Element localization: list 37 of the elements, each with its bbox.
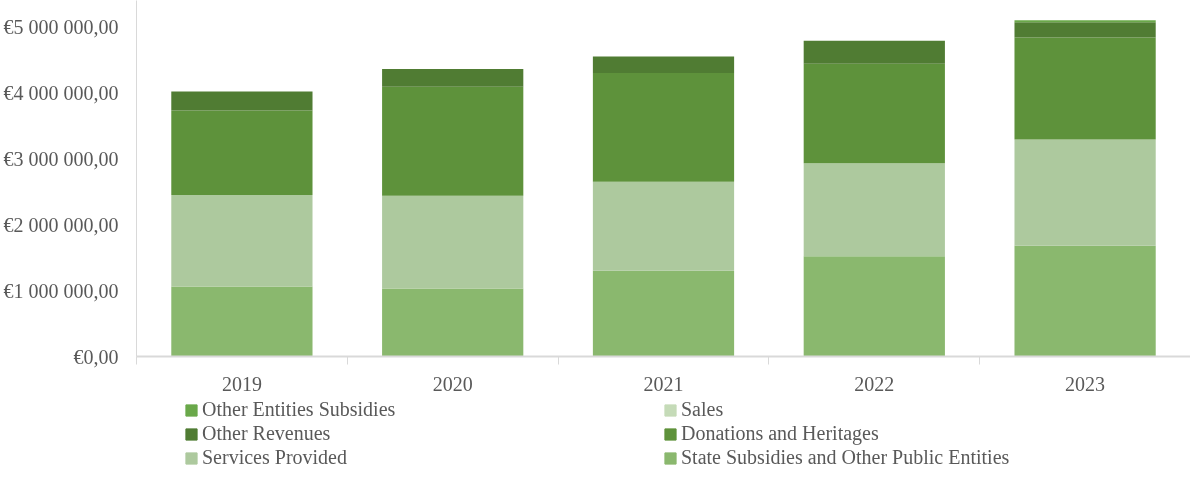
- bar: [592, 56, 735, 74]
- bar: [171, 110, 313, 195]
- legend-label: Sales: [681, 398, 725, 421]
- bar: [171, 194, 313, 287]
- legend-label: Services Provided: [202, 446, 348, 469]
- x-tick-label: 2019: [221, 372, 262, 395]
- bar: [1014, 245, 1156, 357]
- bar: [803, 63, 945, 164]
- x-tick-label: 2021: [643, 372, 684, 395]
- bar: [382, 86, 524, 196]
- y-tick-label: €4 000 000,00: [3, 81, 119, 104]
- bar: [171, 286, 313, 357]
- legend-label: Other Entities Subsidies: [202, 398, 397, 421]
- y-tick-label: €1 000 000,00: [3, 279, 119, 302]
- bar: [1014, 139, 1156, 246]
- bar: [1014, 37, 1156, 140]
- bar: [1014, 22, 1156, 38]
- bar: [803, 163, 945, 257]
- bar: [592, 270, 735, 357]
- bar: [382, 69, 524, 87]
- bar: [592, 181, 735, 271]
- bar: [803, 256, 945, 357]
- bar: [171, 91, 313, 111]
- bar: [382, 288, 524, 357]
- bar: [803, 40, 945, 64]
- x-tick-label: 2020: [432, 372, 473, 395]
- legend-label: State Subsidies and Other Public Entities: [681, 446, 1011, 469]
- y-tick-label: €3 000 000,00: [3, 147, 119, 170]
- x-tick-label: 2023: [1065, 372, 1106, 395]
- y-tick-label: €0,00: [73, 345, 119, 368]
- x-tick-label: 2022: [854, 372, 895, 395]
- bar: [382, 195, 524, 289]
- y-tick-label: €2 000 000,00: [3, 213, 119, 236]
- legend-label: Donations and Heritages: [681, 422, 880, 445]
- bar: [592, 73, 735, 182]
- legend-label: Other Revenues: [202, 422, 332, 445]
- y-tick-label: €5 000 000,00: [3, 15, 119, 38]
